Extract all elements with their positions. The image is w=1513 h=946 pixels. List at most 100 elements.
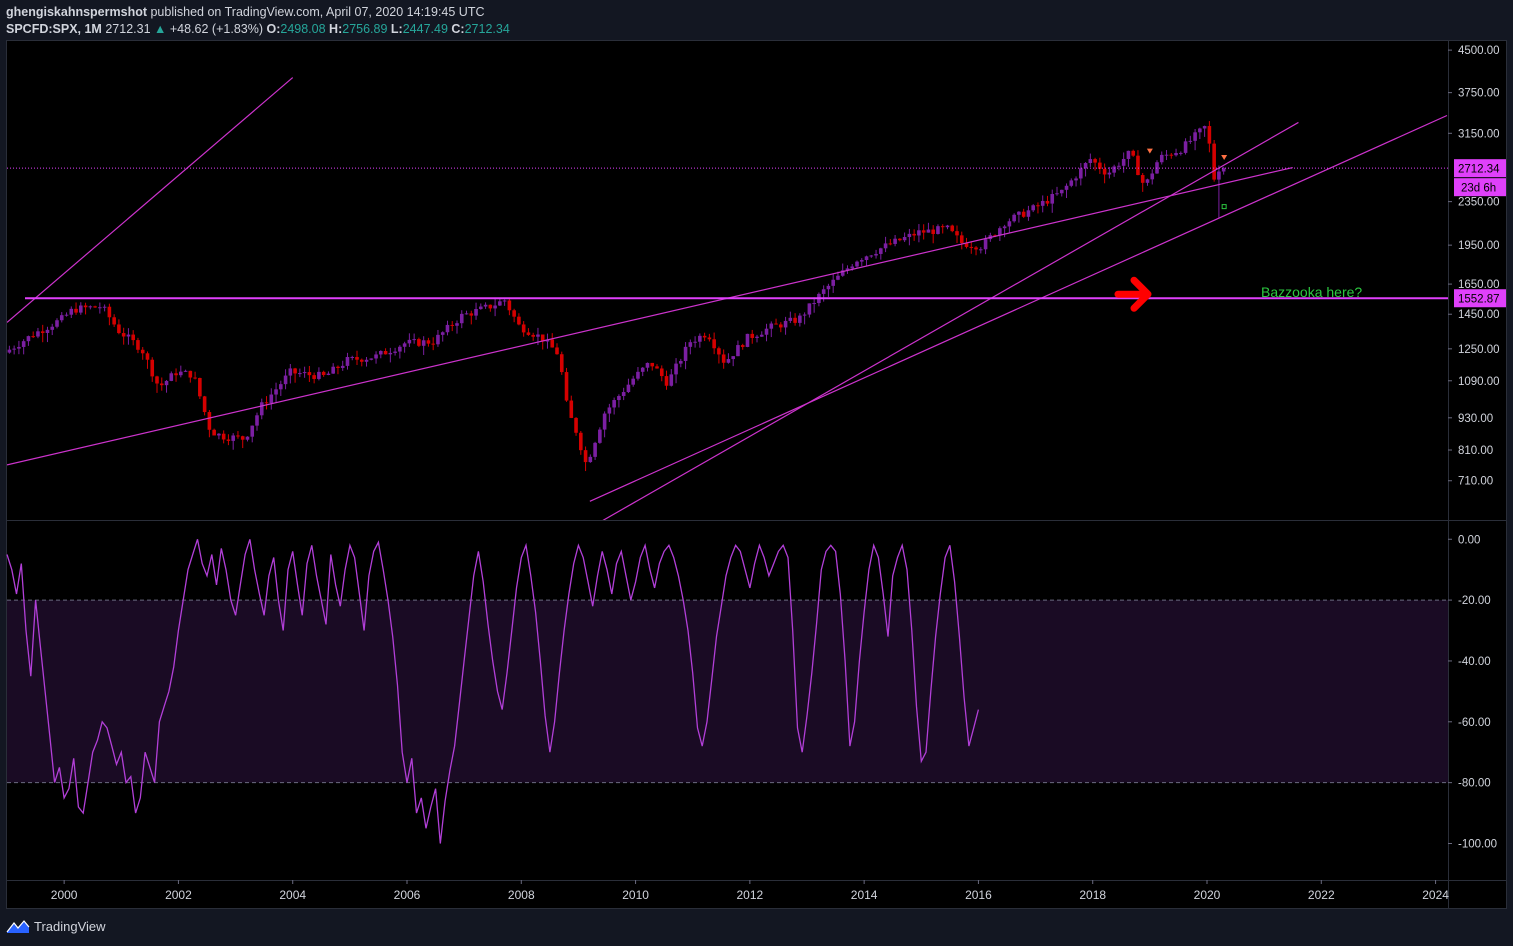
- time-axis-label: 2010: [622, 888, 649, 902]
- candle-body: [555, 347, 559, 355]
- candle-body: [69, 308, 74, 315]
- candle-body: [1021, 211, 1026, 217]
- price-axis-label: 930.00: [1458, 413, 1493, 425]
- candle-body: [831, 279, 835, 286]
- candle-body: [502, 300, 507, 302]
- main-pane: [7, 41, 1448, 520]
- price-axis-label: 4500.00: [1458, 45, 1500, 57]
- candle-body: [1217, 171, 1221, 180]
- open-value: 2498.08: [280, 22, 326, 36]
- candle-body: [107, 306, 112, 318]
- candle-body: [540, 334, 545, 342]
- candle-body: [88, 306, 93, 308]
- candle-body: [1098, 162, 1102, 169]
- candle-body: [631, 378, 635, 385]
- candle-body: [712, 339, 716, 349]
- candle-body: [950, 225, 955, 232]
- candle-body: [698, 335, 702, 342]
- candle-body: [569, 400, 574, 418]
- candle-body: [793, 317, 797, 323]
- candle-body: [1145, 179, 1150, 183]
- candle-body: [212, 429, 216, 436]
- time-axis-label: 2024: [1422, 888, 1449, 902]
- candle-body: [621, 392, 626, 397]
- time-axis-label: 2002: [165, 888, 192, 902]
- candle-body: [550, 339, 555, 348]
- candle-body: [726, 359, 731, 363]
- candle-body: [579, 432, 583, 451]
- candle-body: [198, 378, 202, 397]
- candle-body: [374, 354, 378, 359]
- candle-body: [926, 229, 931, 233]
- candle-body: [121, 333, 126, 337]
- candle-body: [1012, 214, 1016, 222]
- candle-body: [1169, 154, 1174, 156]
- candle-body: [1174, 153, 1178, 156]
- oscillator-axis-label: -80.00: [1458, 778, 1491, 790]
- candle-body: [307, 372, 312, 376]
- candle-body: [755, 336, 759, 338]
- candle-body: [145, 353, 150, 360]
- price-axis-label: 1650.00: [1458, 279, 1500, 291]
- time-axis-label: 2018: [1079, 888, 1106, 902]
- candle-body: [40, 331, 45, 333]
- candle-body: [893, 238, 897, 244]
- candle-body: [117, 324, 121, 334]
- candle-body: [1059, 189, 1064, 194]
- candle-body: [140, 349, 145, 354]
- candle-body: [650, 362, 655, 367]
- candle-body: [1064, 185, 1069, 190]
- last-price-badge: [1454, 159, 1506, 178]
- candle-body: [417, 339, 421, 346]
- change-up-icon: ▲: [154, 22, 167, 36]
- candle-body: [1212, 143, 1216, 180]
- price-axis-label: 810.00: [1458, 445, 1493, 457]
- candle-body: [707, 337, 712, 340]
- trend-line: [602, 121, 1299, 520]
- tradingview-brand[interactable]: TradingView: [6, 918, 106, 934]
- candle-body: [1155, 162, 1159, 174]
- candle-body: [1045, 200, 1050, 204]
- candle-body: [731, 356, 735, 360]
- candle-body: [802, 314, 807, 316]
- candle-body: [845, 268, 850, 271]
- candle-body: [207, 412, 212, 430]
- candle-body: [331, 366, 335, 374]
- candle-body: [79, 305, 83, 313]
- candle-body: [431, 343, 435, 345]
- price-axis-label: 2350.00: [1458, 197, 1500, 209]
- candle-body: [355, 356, 359, 360]
- tradingview-label: TradingView: [34, 918, 106, 934]
- candle-body: [302, 372, 307, 374]
- candle-body: [883, 243, 888, 249]
- candle-body: [74, 308, 78, 313]
- low-value: 2447.49: [402, 22, 448, 36]
- candle-body: [269, 394, 274, 404]
- time-axis-label: 2014: [851, 888, 878, 902]
- candle-body: [398, 346, 402, 352]
- candle-body: [1069, 180, 1074, 186]
- candle-body: [402, 343, 407, 347]
- trend-line: [7, 77, 294, 323]
- candle-body: [1083, 163, 1088, 169]
- candle-body: [321, 371, 326, 375]
- candle-body: [159, 383, 164, 386]
- candle-body: [126, 334, 131, 337]
- candle-body: [1040, 200, 1045, 206]
- price-axis-label: 3150.00: [1458, 128, 1500, 140]
- candle-body: [340, 365, 345, 368]
- author-link[interactable]: ghengiskahnspermshot: [6, 5, 147, 19]
- candle-body: [902, 237, 907, 241]
- candle-body: [236, 435, 240, 437]
- candle-body: [583, 450, 588, 463]
- candle-body: [669, 374, 674, 386]
- candle-body: [693, 341, 697, 343]
- time-axis-label: 2006: [394, 888, 421, 902]
- candle-body: [364, 359, 369, 362]
- symbol-label[interactable]: SPCFD:SPX, 1M: [6, 22, 102, 36]
- time-axis-label: 2004: [279, 888, 306, 902]
- candle-body: [745, 333, 750, 347]
- trend-line: [7, 166, 1293, 466]
- candle-body: [202, 396, 207, 413]
